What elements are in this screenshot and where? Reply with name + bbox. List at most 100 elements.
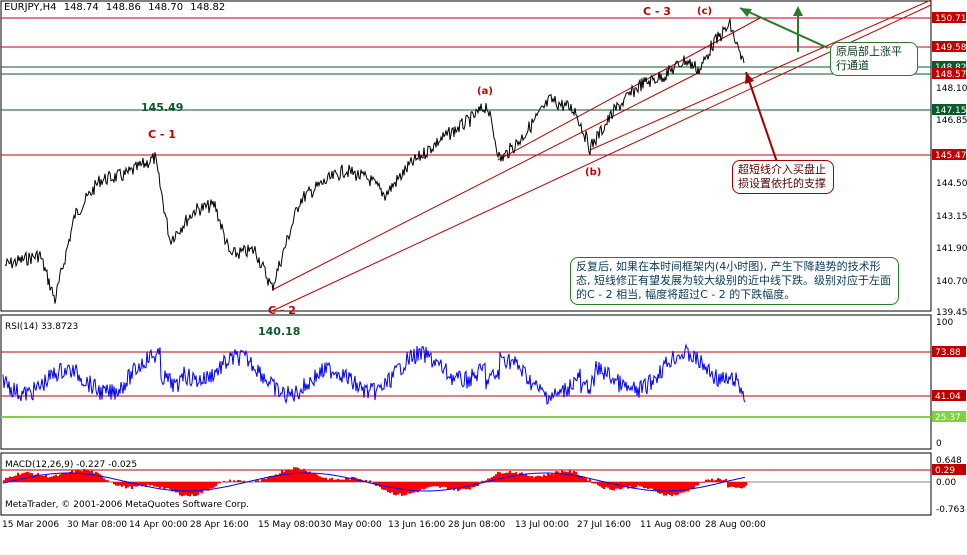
macd-bar — [263, 479, 265, 482]
macd-bar — [299, 469, 301, 482]
price-tag-14715: 147.15 — [935, 106, 967, 116]
macd-bar — [213, 482, 215, 488]
macd-bar — [349, 480, 351, 482]
macd-bar — [707, 479, 709, 482]
macd-bar — [733, 482, 735, 487]
macd-bar — [307, 472, 309, 482]
macd-bar — [281, 470, 283, 482]
macd-bar — [313, 473, 315, 482]
macd-bar — [563, 471, 565, 482]
macd-bar — [639, 482, 641, 486]
macd-bar — [183, 482, 185, 496]
macd-bar — [419, 482, 421, 490]
macd-bar — [17, 473, 19, 482]
macd-bar — [499, 472, 501, 482]
macd-bar — [311, 474, 313, 482]
macd-bar — [63, 473, 65, 482]
macd-bar — [55, 475, 57, 482]
macd-bar — [741, 482, 743, 488]
macd-bar — [23, 473, 25, 482]
macd-bar — [225, 482, 227, 483]
macd-bar — [567, 472, 569, 482]
time-axis-label: 14 Apr 00:00 — [129, 520, 188, 530]
macd-bar — [565, 472, 567, 482]
macd-bar — [713, 481, 715, 483]
macd-bar — [295, 467, 297, 482]
time-axis-label: 15 Mar 2006 — [2, 520, 59, 530]
macd-bar — [345, 478, 347, 482]
macd-bar — [107, 480, 109, 482]
macd-bar — [569, 470, 571, 482]
macd-bar — [325, 478, 327, 482]
macd-bar — [97, 473, 99, 482]
macd-bar — [233, 480, 235, 482]
time-axis-label: 30 May 00:00 — [320, 520, 382, 530]
macd-bar — [103, 478, 105, 482]
macd-bar — [735, 482, 737, 488]
macd-bar — [437, 482, 439, 486]
macd-bar — [687, 482, 689, 492]
macd-bar — [241, 481, 243, 482]
macd-bar — [631, 482, 633, 488]
macd-bar — [705, 480, 707, 482]
macd-bar — [327, 480, 329, 482]
macd-bar — [159, 482, 161, 488]
macd-bar — [721, 480, 723, 482]
macd-bar — [425, 482, 427, 488]
macd-bar — [115, 482, 117, 486]
macd-bar — [743, 482, 745, 488]
macd-bar — [691, 482, 693, 489]
macd-bar — [431, 482, 433, 486]
macd-bar — [697, 482, 699, 486]
macd-bar — [369, 480, 371, 482]
price-tag-14547: 145.47 — [935, 151, 967, 161]
macd-bar — [643, 482, 645, 488]
macd-bar — [615, 482, 617, 489]
macd-bar — [223, 481, 225, 482]
macd-bar — [423, 482, 425, 490]
rsi-axis-0: 0 — [936, 439, 942, 449]
close-value: 148.82 — [190, 2, 225, 13]
macd-title: MACD(12,26,9) -0.227 -0.025 — [5, 460, 137, 470]
rsi-title: RSI(14) 33.8723 — [5, 322, 78, 332]
macd-bar — [671, 482, 673, 496]
macd-bar — [493, 476, 495, 482]
macd-bar — [331, 478, 333, 482]
macd-bar — [47, 478, 49, 482]
macd-bar — [647, 482, 649, 489]
macd-bar — [613, 482, 615, 491]
macd-bar — [665, 482, 667, 496]
macd-bar — [719, 479, 721, 482]
macd-bar — [699, 482, 701, 483]
macd-bar — [655, 482, 657, 491]
macd-bar — [495, 474, 497, 482]
macd-bar — [597, 482, 599, 485]
macd-bar — [3, 480, 5, 482]
macd-bar — [329, 479, 331, 483]
macd-bar — [187, 482, 189, 496]
macd-bar — [739, 482, 741, 488]
macd-bar — [745, 482, 747, 486]
macd-bar — [591, 482, 593, 483]
macd-bar — [529, 476, 531, 482]
macd-bar — [333, 480, 335, 482]
macd-bar — [683, 482, 685, 492]
rsi-pane[interactable] — [1, 315, 931, 449]
macd-bar — [5, 478, 7, 482]
macd-bar — [653, 482, 655, 490]
price-tag-15071: 150.71 — [935, 14, 967, 24]
macd-bar — [573, 471, 575, 482]
macd-bar — [61, 474, 63, 482]
label-b: (b) — [585, 167, 601, 178]
axis-tick-14315: 143.15 — [936, 212, 967, 222]
low-value: 148.70 — [148, 2, 183, 13]
macd-bar — [25, 472, 27, 482]
macd-bar — [519, 473, 521, 482]
macd-bar — [407, 482, 409, 493]
macd-bar — [479, 482, 481, 483]
time-axis-label: 13 Jul 00:00 — [515, 520, 569, 530]
symbol-label: EURJPY,H4 — [4, 2, 57, 13]
macd-bar — [65, 473, 67, 482]
macd-bar — [575, 472, 577, 482]
axis-tick-14070: 140.70 — [936, 277, 967, 287]
